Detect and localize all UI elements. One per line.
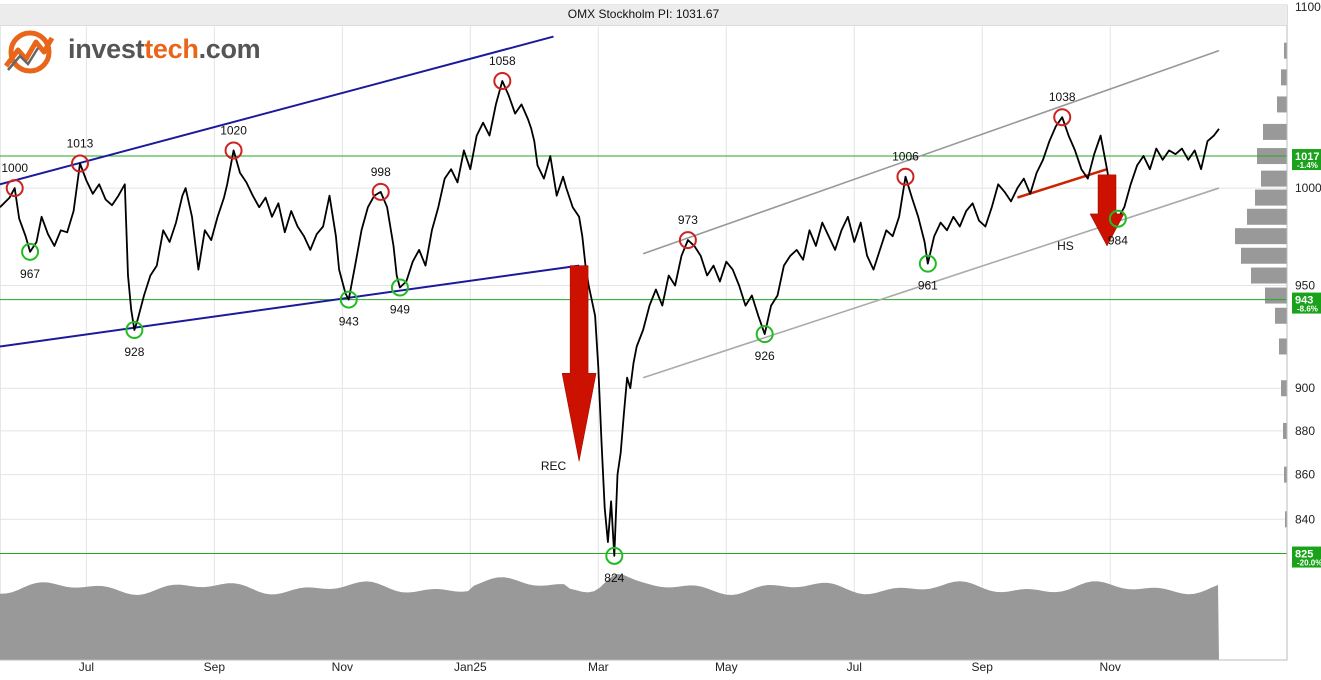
volume-profile-bar (1261, 170, 1287, 187)
trend-channel-line (0, 264, 580, 348)
support-pct-label: -1.4% (1297, 161, 1318, 170)
bottom-marker (918, 254, 937, 273)
volume-profile-bar (1235, 228, 1287, 245)
x-tick-label: Jul (847, 660, 862, 674)
top-marker (70, 154, 89, 173)
pattern-label: HS (1057, 239, 1074, 253)
top-value-label: 1020 (220, 123, 247, 137)
x-tick-label: May (715, 660, 738, 674)
top-value-label: 998 (371, 165, 391, 179)
bottom-marker (390, 278, 409, 297)
volume-profile-bar (1263, 123, 1287, 140)
bottom-marker (21, 242, 40, 261)
bottom-marker (605, 546, 624, 565)
chart-title-bar (0, 5, 1287, 26)
y-tick-label: 1000 (1295, 181, 1321, 195)
x-tick-label: Jan25 (454, 660, 487, 674)
top-marker (896, 167, 915, 186)
top-marker (224, 141, 243, 160)
support-level-label: 1017 (1295, 151, 1319, 163)
trend-channel-line (642, 49, 1220, 255)
volume-profile-bar (1251, 267, 1287, 284)
x-tick-label: Nov (332, 660, 353, 674)
volume-profile-bar (1241, 247, 1287, 264)
y-tick-label: 1100 (1295, 0, 1321, 14)
top-marker (5, 179, 24, 198)
support-level-label: 825 (1295, 549, 1313, 561)
support-label-box (1292, 292, 1321, 314)
top-marker (678, 231, 697, 250)
volume-profile-bar (1275, 307, 1287, 324)
volume-profile-bar (1283, 422, 1287, 439)
bottom-value-label: 926 (755, 349, 775, 363)
neckline (1017, 167, 1108, 199)
x-tick-label: Sep (204, 660, 226, 674)
y-tick-label: 950 (1295, 279, 1315, 293)
trend-channel-line (642, 187, 1220, 379)
investtech-logo[interactable]: investtech.com (0, 28, 270, 74)
top-marker (493, 71, 512, 90)
volume-profile-bar (1285, 511, 1287, 528)
bottom-marker (755, 325, 774, 344)
top-marker (371, 182, 390, 201)
y-tick-label: 860 (1295, 468, 1315, 482)
volume-profile-bar (1247, 208, 1287, 225)
volume-profile-bar (1284, 42, 1287, 59)
logo-text-suffix: .com (198, 34, 261, 64)
volume-profile-bar (1281, 380, 1287, 397)
bottom-marker (339, 290, 358, 309)
pattern-arrow (1089, 174, 1125, 247)
volume-profile-bar (1255, 189, 1287, 206)
volume-profile-bar (1279, 338, 1287, 355)
bottom-value-label: 824 (604, 571, 624, 585)
bottom-value-label: 961 (918, 279, 938, 293)
bottom-value-label: 949 (390, 303, 410, 317)
x-tick-label: Nov (1100, 660, 1121, 674)
plot-area (0, 4, 1288, 661)
volume-profile-bar (1284, 466, 1287, 483)
bottom-value-label: 928 (124, 345, 144, 359)
price-line (0, 80, 1220, 557)
bottom-marker (1108, 209, 1127, 228)
logo-icon (4, 30, 55, 74)
volume-profile-bar (1281, 69, 1287, 86)
y-tick-label: 840 (1295, 512, 1315, 526)
pattern-arrow (561, 265, 597, 462)
volume-area (0, 574, 1219, 660)
top-value-label: 973 (678, 213, 698, 227)
top-value-label: 1038 (1049, 90, 1076, 104)
top-value-label: 1013 (67, 137, 94, 151)
support-label-box (1292, 546, 1321, 568)
top-value-label: 1006 (892, 150, 919, 164)
y-tick-label: 880 (1295, 424, 1315, 438)
support-pct-label: -20.0% (1297, 559, 1321, 568)
support-label-box (1292, 149, 1321, 171)
logo-text-plain: invest (68, 34, 145, 64)
support-pct-label: -8.6% (1297, 305, 1318, 314)
top-value-label: 1058 (489, 54, 516, 68)
y-tick-label: 900 (1295, 381, 1315, 395)
trend-channel-line (0, 35, 554, 186)
top-marker (1053, 108, 1072, 127)
pattern-label: REC (541, 459, 567, 473)
logo-wordmark: investtech.com (68, 34, 261, 65)
bottom-value-label: 984 (1108, 234, 1128, 248)
x-tick-label: Jul (79, 660, 94, 674)
volume-profile-bar (1265, 287, 1287, 304)
x-tick-label: Mar (588, 660, 609, 674)
bottom-value-label: 967 (20, 267, 40, 281)
logo-text-accent: tech (144, 34, 199, 64)
volume-profile-bar (1277, 96, 1287, 113)
support-level-label: 943 (1295, 295, 1313, 307)
x-tick-label: Sep (972, 660, 994, 674)
bottom-value-label: 943 (339, 315, 359, 329)
bottom-marker (125, 321, 144, 340)
top-value-label: 1000 (1, 161, 28, 175)
chart-title: OMX Stockholm PI: 1031.67 (567, 7, 720, 21)
